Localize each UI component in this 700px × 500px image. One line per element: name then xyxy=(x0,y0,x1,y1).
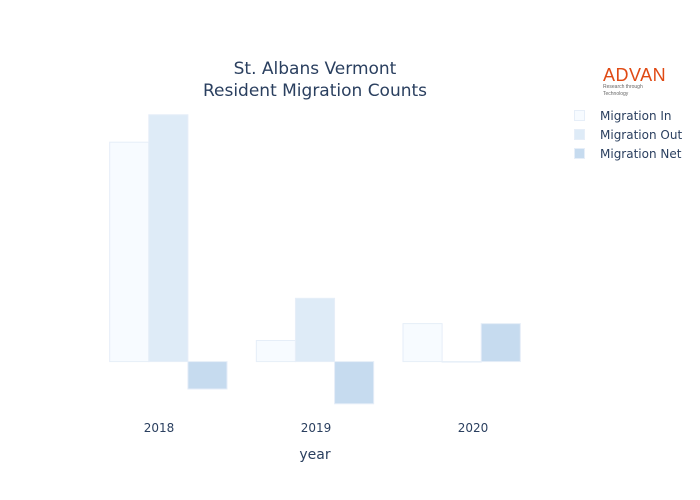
legend: Migration In Migration Out Migration Net xyxy=(574,106,682,163)
legend-swatch-migration-in xyxy=(574,110,585,121)
chart-title-line1: St. Albans Vermont xyxy=(233,59,397,79)
bar-migration-in-2020[interactable] xyxy=(402,323,443,363)
bar-migration-out-2018[interactable] xyxy=(148,114,189,363)
legend-item-migration-net[interactable]: Migration Net xyxy=(574,144,682,163)
bar-migration-in-2018[interactable] xyxy=(109,141,150,363)
legend-label-migration-out: Migration Out xyxy=(600,127,683,142)
bar-migration-out-2020[interactable] xyxy=(441,361,482,363)
bar-migration-out-2019[interactable] xyxy=(294,297,336,363)
bar-migration-net-2019[interactable] xyxy=(334,361,375,405)
x-axis-label: year xyxy=(299,447,331,463)
legend-swatch-migration-net xyxy=(574,148,585,159)
logo-text: ADVAN xyxy=(603,65,667,85)
bar-migration-net-2020[interactable] xyxy=(480,323,521,363)
bar-migration-in-2019[interactable] xyxy=(255,339,296,363)
legend-item-migration-in[interactable]: Migration In xyxy=(574,106,682,125)
logo-tagline: Research through Technology xyxy=(603,84,643,97)
legend-label-migration-in: Migration In xyxy=(600,108,672,123)
legend-item-migration-out[interactable]: Migration Out xyxy=(574,125,682,144)
advan-logo: ADVAN Research through Technology xyxy=(603,66,669,98)
x-tick-2018: 2018 xyxy=(143,421,175,435)
legend-swatch-migration-out xyxy=(574,129,585,140)
legend-label-migration-net: Migration Net xyxy=(600,146,682,161)
bar-migration-net-2018[interactable] xyxy=(187,361,228,390)
x-tick-2020: 2020 xyxy=(457,421,489,435)
chart-title-line2: Resident Migration Counts xyxy=(202,81,428,101)
x-tick-2019: 2019 xyxy=(300,421,332,435)
